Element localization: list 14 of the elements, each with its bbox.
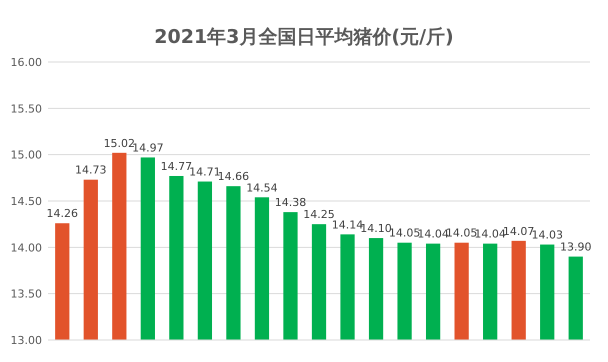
data-label: 15.02 bbox=[104, 136, 136, 150]
data-label: 14.38 bbox=[274, 196, 306, 210]
ytick: 14.00 bbox=[10, 241, 42, 254]
ytick: 14.50 bbox=[10, 195, 42, 208]
ytick: 16.00 bbox=[10, 56, 42, 69]
ytick: 13.00 bbox=[10, 334, 42, 347]
ytick: 15.50 bbox=[10, 102, 42, 116]
data-label: 14.54 bbox=[246, 181, 278, 194]
data-label: 14.26 bbox=[46, 207, 78, 220]
data-label: 13.90 bbox=[560, 240, 592, 254]
title: 2021年3月全国日平均猪价(元/斤) bbox=[154, 26, 454, 48]
ytick: 13.50 bbox=[10, 288, 42, 301]
ytick: 15.00 bbox=[10, 148, 42, 162]
data-label: 14.73 bbox=[75, 164, 107, 177]
